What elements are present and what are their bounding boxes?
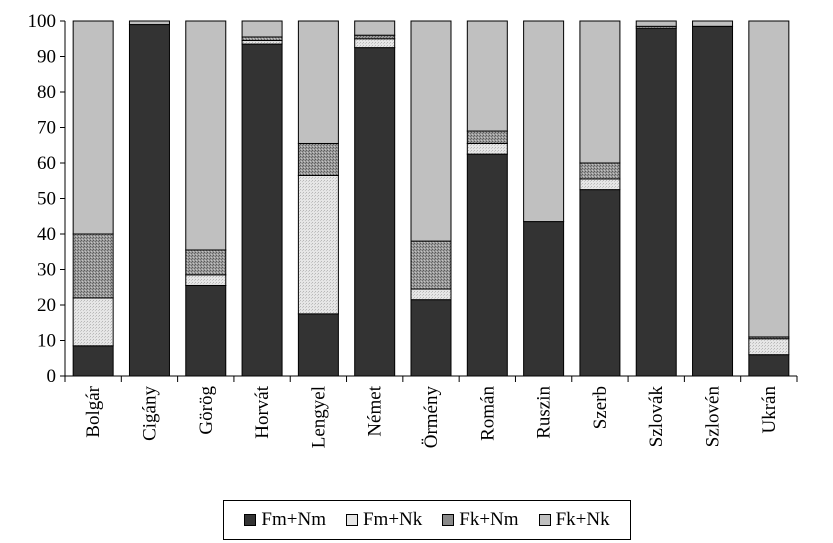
bars-layer (72, 20, 790, 377)
legend-item-fm-nm: Fm+Nm (244, 509, 326, 531)
bar-segment-fk-nk (354, 20, 396, 36)
bar-segment-fm-nk (579, 178, 621, 191)
x-tick-label: Horvát (252, 385, 273, 438)
y-tick-label: 20 (37, 295, 56, 316)
bar-segment-fm-nk (748, 338, 790, 356)
x-tick-label: Cigány (139, 386, 160, 441)
bar-segment-fk-nk (297, 20, 339, 144)
bar-segment-fk-nm (579, 162, 621, 180)
bar-segment-fk-nk (466, 20, 508, 132)
x-tick-label: Bolgár (83, 385, 104, 437)
legend: Fm+Nm Fm+Nk Fk+Nm Fk+Nk (223, 500, 631, 540)
bar-segment-fk-nm (241, 36, 283, 42)
bar-segment-fm-nk (72, 297, 114, 347)
legend-label-fm-nm: Fm+Nm (261, 509, 326, 530)
y-tick-label: 50 (37, 189, 56, 210)
bar-segment-fk-nk (185, 20, 227, 251)
x-tick-label: Német (365, 385, 386, 436)
bar-segment-fk-nk (579, 20, 621, 164)
legend-swatch-fm-nk (345, 514, 358, 526)
x-tick-label: Ukrán (759, 386, 780, 434)
legend-item-fk-nm: Fk+Nm (442, 509, 519, 531)
bar-segment-fm-nk (410, 288, 452, 301)
legend-swatch-fk-nk (538, 514, 551, 526)
x-tick-label: Szerb (590, 386, 611, 429)
x-tick-label: Szlovén (703, 386, 724, 448)
bar-segment-fm-nm (466, 153, 508, 377)
legend-label-fk-nk: Fk+Nk (555, 509, 610, 530)
y-tick-label: 10 (37, 331, 56, 352)
bar-segment-fk-nm (72, 233, 114, 299)
bar-segment-fk-nk (748, 20, 790, 338)
bar-segment-fm-nm (523, 221, 565, 377)
bar-segment-fk-nm (466, 130, 508, 144)
bar-segment-fm-nm (635, 27, 677, 377)
bar-segment-fm-nk (241, 40, 283, 45)
bar-segment-fk-nk (410, 20, 452, 242)
y-tick-label: 0 (47, 366, 57, 387)
bar-segment-fm-nm (128, 24, 170, 377)
bar-segment-fk-nk (241, 20, 283, 38)
x-tick-label: Görög (196, 386, 217, 435)
legend-label-fm-nk: Fm+Nk (362, 509, 423, 530)
bar-segment-fm-nk (466, 142, 508, 155)
bar-segment-fm-nm (748, 354, 790, 377)
bar-segment-fm-nm (354, 47, 396, 377)
y-tick-label: 70 (37, 118, 56, 139)
bar-segment-fm-nm (185, 284, 227, 377)
x-tick-label: Lengyel (308, 386, 329, 448)
bar-segment-fk-nk (635, 20, 677, 27)
bar-segment-fk-nm (410, 240, 452, 290)
bar-segment-fk-nk (72, 20, 114, 235)
legend-item-fm-nk: Fm+Nk (345, 509, 423, 531)
bar-segment-fk-nk (128, 20, 170, 26)
bar-segment-fm-nm (241, 43, 283, 377)
bar-segment-fk-nk (692, 20, 734, 27)
bar-segment-fk-nm (354, 34, 396, 40)
bar-segment-fm-nm (72, 345, 114, 377)
bar-segment-fm-nk (185, 274, 227, 286)
x-tick-label: Szlovák (646, 386, 667, 448)
y-tick-label: 100 (28, 11, 57, 32)
bar-segment-fm-nk (297, 174, 339, 315)
legend-label-fk-nm: Fk+Nm (459, 509, 519, 530)
bar-segment-fm-nm (579, 189, 621, 377)
y-tick-label: 60 (37, 153, 56, 174)
bar-segment-fm-nk (354, 38, 396, 49)
axes-layer: Bolgár Cigány Görög Horvát Lengyel Német Örmén… (28, 11, 798, 448)
bar-segment-fm-nm (692, 25, 734, 377)
bar-segment-fk-nm (185, 249, 227, 276)
x-tick-label: Román (477, 386, 498, 441)
legend-item-fk-nk: Fk+Nk (538, 509, 610, 531)
legend-swatch-fk-nm (442, 514, 455, 526)
y-tick-label: 90 (37, 47, 56, 68)
bar-segment-fk-nm (297, 142, 339, 176)
bar-segment-fk-nk (523, 20, 565, 223)
y-tick-label: 30 (37, 260, 56, 281)
x-tick-label: Örmény (421, 386, 442, 449)
bar-segment-fm-nm (297, 313, 339, 377)
y-tick-label: 80 (37, 82, 56, 103)
y-tick-label: 40 (37, 224, 56, 245)
legend-swatch-fm-nm (244, 514, 257, 526)
bar-segment-fm-nm (410, 299, 452, 377)
x-tick-label: Ruszin (534, 386, 555, 439)
